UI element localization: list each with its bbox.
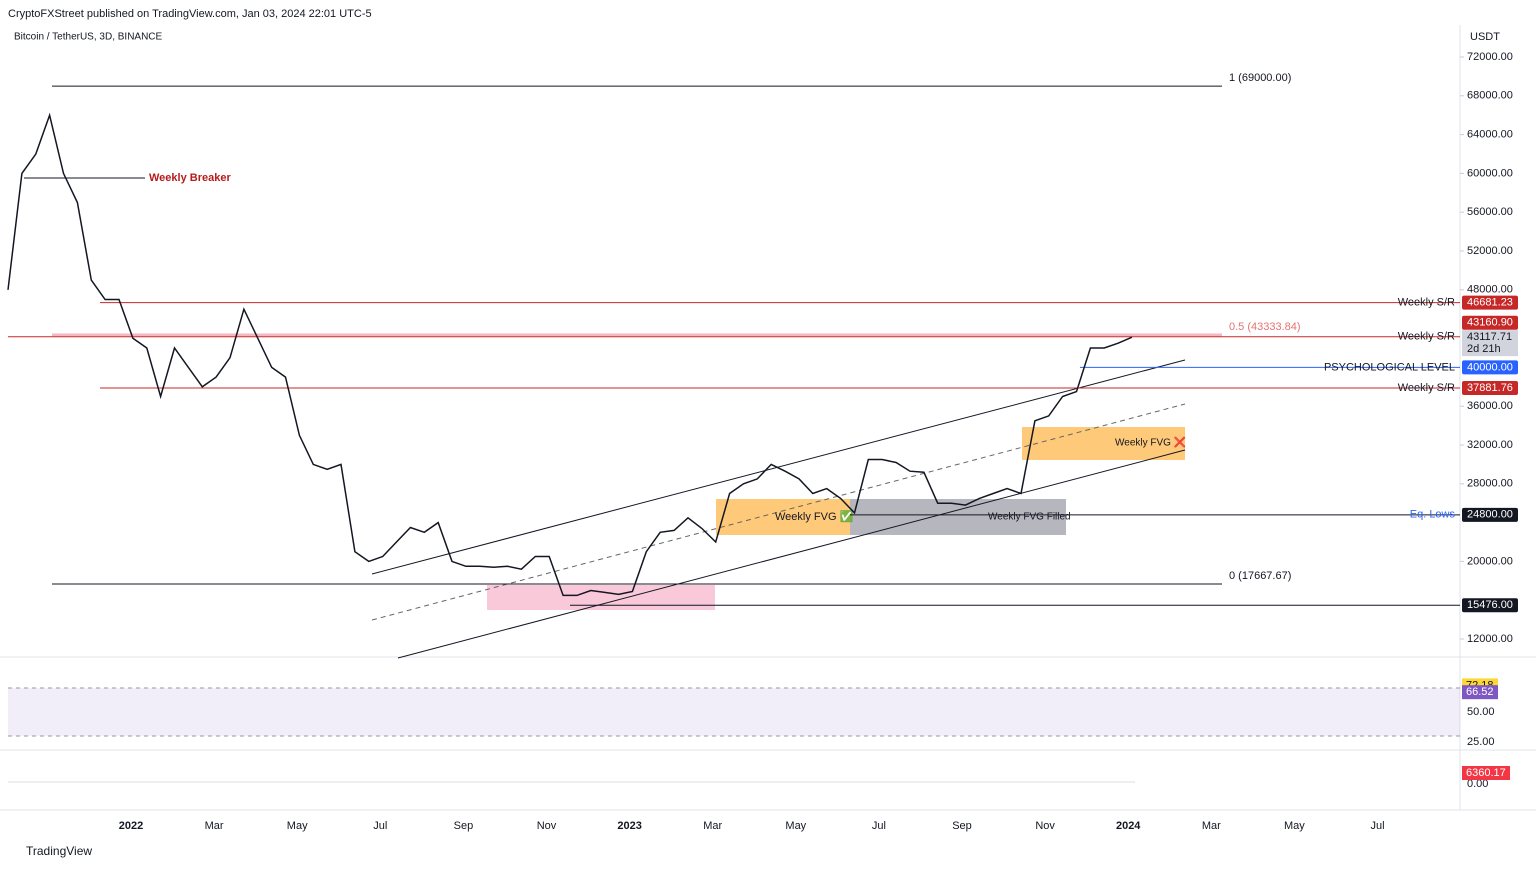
x-tick-label: 2023 bbox=[617, 820, 641, 832]
rsi-label: 66.52 bbox=[1466, 686, 1494, 698]
symbol: Bitcoin / TetherUS, 3D, BINANCE bbox=[14, 32, 163, 43]
y-tick-label: 60000.00 bbox=[1467, 167, 1513, 179]
macd-label: 6360.17 bbox=[1466, 767, 1506, 779]
publisher: CryptoFXStreet published on TradingView.… bbox=[8, 8, 372, 20]
rsi-tick: 25.00 bbox=[1467, 736, 1495, 748]
demand-zone bbox=[487, 585, 715, 610]
x-tick-label: Mar bbox=[205, 820, 224, 832]
fib-label: 1 (69000.00) bbox=[1229, 72, 1291, 84]
annotation: Weekly FVG ✅ bbox=[775, 510, 854, 523]
x-tick-label: Nov bbox=[1035, 820, 1055, 832]
y-tick-label: 36000.00 bbox=[1467, 400, 1513, 412]
x-tick-label: Nov bbox=[537, 820, 557, 832]
y-tick-label: 52000.00 bbox=[1467, 245, 1513, 257]
current-label: 43117.71 bbox=[1467, 331, 1512, 343]
price-tag-label: 15476.00 bbox=[1467, 599, 1513, 611]
annotation: Weekly Breaker bbox=[149, 172, 231, 184]
y-tick-label: 72000.00 bbox=[1467, 51, 1513, 63]
fib-label: 0 (17667.67) bbox=[1229, 570, 1291, 582]
price-line-label: Weekly S/R bbox=[1398, 382, 1455, 394]
price-tag bbox=[1462, 507, 1518, 522]
price-tag bbox=[1462, 315, 1518, 330]
price-line-label: PSYCHOLOGICAL LEVEL bbox=[1324, 361, 1455, 373]
x-tick-label: Jul bbox=[373, 820, 387, 832]
annotation: Weekly FVG ❌ bbox=[1115, 436, 1186, 449]
price-tag-label: 46681.23 bbox=[1467, 296, 1513, 308]
x-tick-label: May bbox=[785, 820, 806, 832]
x-tick-label: Mar bbox=[703, 820, 722, 832]
x-tick-label: Mar bbox=[1202, 820, 1221, 832]
current-tag bbox=[1462, 330, 1518, 357]
rsi-tag bbox=[1462, 685, 1498, 700]
price-tag-label: 24800.00 bbox=[1467, 509, 1513, 521]
countdown: 2d 21h bbox=[1467, 343, 1501, 355]
x-tick-label: May bbox=[1284, 820, 1305, 832]
fvg-zone bbox=[716, 499, 850, 535]
x-tick-label: 2022 bbox=[119, 820, 143, 832]
price-line-series bbox=[7, 112, 1133, 597]
price-tag-label: 40000.00 bbox=[1467, 361, 1513, 373]
macd-tag bbox=[1462, 766, 1510, 780]
price-line-label: Weekly S/R bbox=[1398, 331, 1455, 343]
price-tag-label: 37881.76 bbox=[1467, 382, 1513, 394]
fib-label: 0.5 (43333.84) bbox=[1229, 321, 1301, 333]
price-tag-label: 43160.90 bbox=[1467, 317, 1513, 329]
channel-line bbox=[397, 449, 1186, 659]
brand: TradingView bbox=[26, 844, 92, 858]
x-tick-label: Jul bbox=[872, 820, 886, 832]
y-tick-label: 28000.00 bbox=[1467, 478, 1513, 490]
currency: USDT bbox=[1470, 31, 1500, 43]
price-tag bbox=[1462, 380, 1518, 395]
x-tick-label: May bbox=[287, 820, 308, 832]
price-line-label: Weekly S/R bbox=[1398, 296, 1455, 308]
price-tag bbox=[1462, 360, 1518, 375]
channel-line bbox=[371, 359, 1186, 575]
x-tick-label: Jul bbox=[1370, 820, 1384, 832]
y-tick-label: 20000.00 bbox=[1467, 555, 1513, 567]
macd-tick: 0.00 bbox=[1467, 778, 1488, 790]
y-tick-label: 64000.00 bbox=[1467, 129, 1513, 141]
price-line-label: Eq. Lows bbox=[1410, 509, 1456, 521]
y-tick-label: 68000.00 bbox=[1467, 90, 1513, 102]
price-tag bbox=[1462, 598, 1518, 613]
price-tag bbox=[1462, 295, 1518, 310]
annotation: Weekly FVG Filled bbox=[988, 512, 1071, 523]
y-tick-label: 32000.00 bbox=[1467, 439, 1513, 451]
x-tick-label: Sep bbox=[952, 820, 972, 832]
x-tick-label: Sep bbox=[454, 820, 474, 832]
rsi-band bbox=[8, 688, 1460, 736]
rsi-tick: 50.00 bbox=[1467, 706, 1495, 718]
fvg-zone bbox=[1022, 427, 1185, 460]
y-tick-label: 56000.00 bbox=[1467, 206, 1513, 218]
x-tick-label: 2024 bbox=[1116, 820, 1141, 832]
y-tick-label: 12000.00 bbox=[1467, 633, 1513, 645]
y-tick-label: 48000.00 bbox=[1467, 284, 1513, 296]
